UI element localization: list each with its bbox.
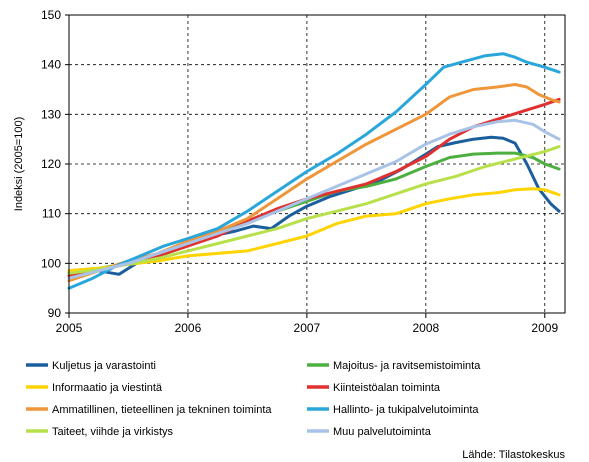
- legend-label: Informaatio ja viestintä: [52, 382, 163, 394]
- series-line-8: [67, 118, 561, 280]
- legend-label: Kiinteistöalan toiminta: [333, 382, 441, 394]
- series-line-5: [67, 83, 561, 283]
- source-label: Lähde: Tilastokeskus: [462, 449, 565, 461]
- y-axis-title: Indeksi (2005=100): [13, 117, 25, 211]
- series-lines: [67, 52, 561, 290]
- legend-label: Hallinto- ja tukipalvelutoiminta: [333, 404, 479, 416]
- series-line-4: [67, 97, 561, 278]
- series-line-7: [67, 145, 561, 275]
- x-tick-labels: 2005 2006 2007 2008 2009: [56, 313, 558, 335]
- series-line-2: [67, 151, 561, 273]
- y-tick-label: 140: [41, 58, 61, 72]
- legend-label: Ammatillinen, tieteellinen ja tekninen t…: [52, 404, 272, 416]
- y-tick-labels: 90 100 110 120 130 140 150: [41, 8, 69, 320]
- legend-label: Muu palvelutoiminta: [333, 426, 432, 438]
- legend-label: Taiteet, viihde ja virkistys: [52, 426, 174, 438]
- x-tick-label: 2006: [175, 321, 202, 335]
- x-tick-label: 2005: [56, 321, 83, 335]
- series-line-3: [67, 187, 561, 273]
- x-tick-label: 2007: [294, 321, 321, 335]
- legend-label: Majoitus- ja ravitsemistoiminta: [333, 360, 481, 372]
- x-tick-label: 2009: [531, 321, 558, 335]
- x-tick-label: 2008: [412, 321, 439, 335]
- y-tick-label: 150: [41, 8, 61, 22]
- y-tick-label: 120: [41, 157, 61, 171]
- series-line-6: [67, 52, 561, 290]
- y-tick-label: 130: [41, 107, 61, 121]
- y-tick-label: 110: [42, 207, 61, 221]
- y-tick-label: 100: [41, 256, 61, 270]
- y-tick-label: 90: [48, 306, 62, 320]
- legend-label: Kuljetus ja varastointi: [52, 360, 156, 372]
- legend: Kuljetus ja varastointi Majoitus- ja ravi…: [26, 360, 481, 438]
